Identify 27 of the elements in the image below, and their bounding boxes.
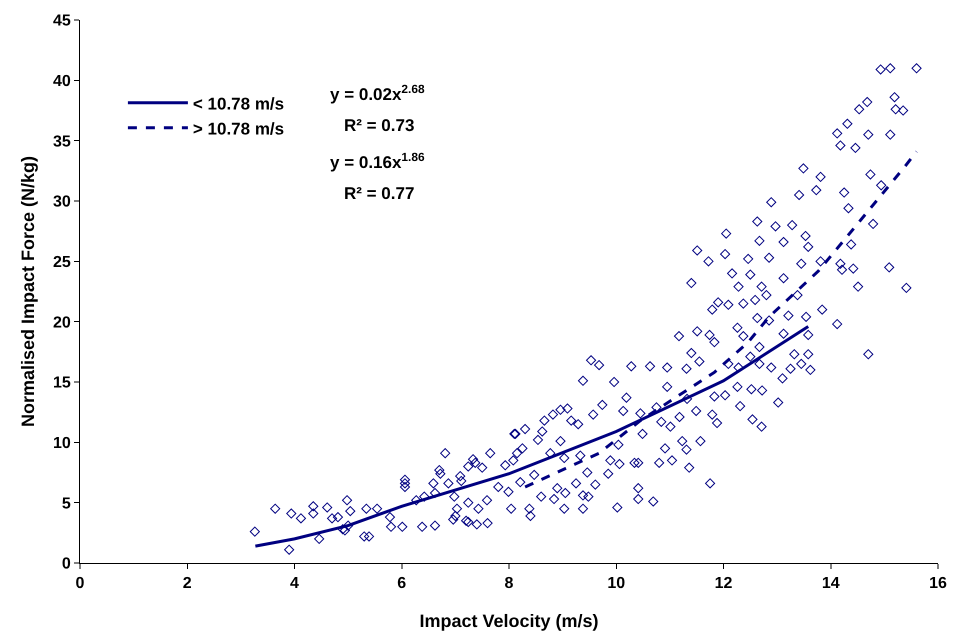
y-tick-label: 10 — [53, 434, 71, 452]
y-tick-label: 5 — [62, 495, 71, 512]
x-tick-label: 14 — [822, 575, 840, 592]
x-tick-label: 12 — [714, 575, 732, 592]
annotation: y = 0.02x$^{2.68}$ — [330, 82, 425, 104]
annotation: y = 0.16x$^{1.86}$ — [330, 150, 425, 172]
x-tick-label: 10 — [607, 575, 626, 592]
x-tick-label: 2 — [182, 575, 192, 592]
y-tick-label: 45 — [53, 12, 71, 30]
x-axis-title: Impact Velocity (m/s) — [419, 611, 599, 631]
y-tick-label: 20 — [53, 314, 71, 332]
y-tick-label: 15 — [53, 374, 71, 392]
annotation: R² = 0.77 — [344, 184, 414, 203]
x-tick-label: 8 — [504, 575, 514, 592]
legend-label: > 10.78 m/s — [192, 119, 284, 138]
x-tick-label: 6 — [397, 575, 406, 592]
y-tick-label: 40 — [53, 72, 71, 90]
x-tick-label: 16 — [929, 575, 947, 592]
legend-label: < 10.78 m/s — [192, 94, 284, 114]
x-tick-label: 0 — [76, 575, 85, 592]
annotation: R² = 0.73 — [344, 116, 414, 135]
y-tick-label: 30 — [53, 194, 71, 211]
x-tick-label: 4 — [290, 575, 300, 592]
y-axis-title: Normalised Impact Force (N/kg) — [18, 156, 38, 428]
y-tick-label: 25 — [53, 254, 71, 271]
y-tick-label: 0 — [62, 556, 71, 573]
y-tick-label: 35 — [53, 133, 71, 150]
